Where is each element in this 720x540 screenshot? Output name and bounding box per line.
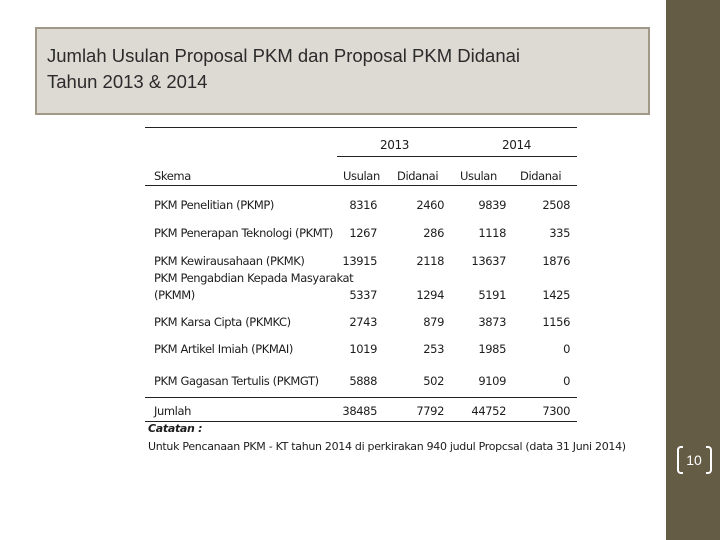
total-label: Jumlah	[154, 404, 192, 418]
rule-total	[145, 397, 577, 398]
page-bracket-left	[677, 446, 683, 474]
header-usulan-2013: Usulan	[343, 169, 380, 183]
total-didanai-2013: 7792	[416, 404, 444, 418]
cell-didanai-2013: 502	[423, 374, 444, 388]
header-usulan-2014: Usulan	[460, 169, 497, 183]
cell-didanai-2014: 0	[563, 342, 570, 356]
page-number: 10	[686, 452, 702, 468]
row-skema: PKM Pengabdian Kepada Masyarakat	[154, 271, 354, 285]
cell-didanai-2013: 253	[423, 342, 444, 356]
cell-usulan-2014: 5191	[478, 288, 506, 302]
cell-usulan-2014: 3873	[478, 315, 506, 329]
cell-didanai-2014: 1425	[542, 288, 570, 302]
rule-top	[145, 127, 577, 128]
total-usulan-2013: 38485	[342, 404, 377, 418]
page-bracket-right	[706, 446, 712, 474]
title-box: Jumlah Usulan Proposal PKM dan Proposal …	[35, 27, 650, 115]
note-label: Catatan :	[148, 422, 203, 435]
note-text: Untuk Pencanaan PKM - KT tahun 2014 di p…	[148, 440, 626, 453]
cell-usulan-2013: 5337	[349, 288, 377, 302]
cell-usulan-2014: 13637	[471, 254, 506, 268]
title-line-1: Jumlah Usulan Proposal PKM dan Proposal …	[47, 45, 521, 66]
cell-didanai-2013: 2460	[416, 198, 444, 212]
cell-didanai-2013: 879	[423, 315, 444, 329]
title-line-2: Tahun 2013 & 2014	[47, 71, 208, 92]
cell-didanai-2013: 286	[423, 226, 444, 240]
year-2014: 2014	[502, 138, 531, 152]
cell-usulan-2013: 13915	[342, 254, 377, 268]
cell-usulan-2013: 1019	[349, 342, 377, 356]
row-skema: PKM Gagasan Tertulis (PKMGT)	[154, 374, 319, 388]
row-skema: PKM Penelitian (PKMP)	[154, 198, 275, 212]
total-usulan-2014: 44752	[471, 404, 506, 418]
cell-usulan-2013: 1267	[349, 226, 377, 240]
row-skema: PKM Artikel Imiah (PKMAI)	[154, 342, 293, 356]
rule-years	[337, 156, 577, 157]
cell-didanai-2014: 1156	[542, 315, 570, 329]
cell-usulan-2014: 1985	[478, 342, 506, 356]
row-skema: PKM Kewirausahaan (PKMK)	[154, 254, 305, 268]
header-skema: Skema	[154, 169, 191, 183]
slide-title: Jumlah Usulan Proposal PKM dan Proposal …	[47, 43, 648, 95]
rule-header	[145, 185, 577, 186]
row-skema-cont: (PKMM)	[154, 288, 195, 302]
cell-usulan-2014: 9839	[478, 198, 506, 212]
cell-usulan-2013: 2743	[349, 315, 377, 329]
cell-didanai-2013: 2118	[416, 254, 444, 268]
cell-usulan-2013: 8316	[349, 198, 377, 212]
cell-usulan-2014: 9109	[478, 374, 506, 388]
row-skema: PKM Karsa Cipta (PKMKC)	[154, 315, 291, 329]
year-2013: 2013	[380, 138, 409, 152]
cell-usulan-2014: 1118	[478, 226, 506, 240]
header-didanai-2013: Didanai	[397, 169, 439, 183]
cell-didanai-2014: 2508	[542, 198, 570, 212]
header-didanai-2014: Didanai	[520, 169, 562, 183]
rule-bottom	[145, 421, 577, 422]
total-didanai-2014: 7300	[542, 404, 570, 418]
cell-didanai-2014: 335	[549, 226, 570, 240]
cell-didanai-2014: 0	[563, 374, 570, 388]
cell-didanai-2014: 1876	[542, 254, 570, 268]
cell-usulan-2013: 5888	[349, 374, 377, 388]
pkm-table: 2013 2014 Skema Usulan Didanai Usulan Di…	[140, 122, 626, 468]
cell-didanai-2013: 1294	[416, 288, 444, 302]
row-skema: PKM Penerapan Teknologi (PKMT)	[154, 226, 333, 240]
